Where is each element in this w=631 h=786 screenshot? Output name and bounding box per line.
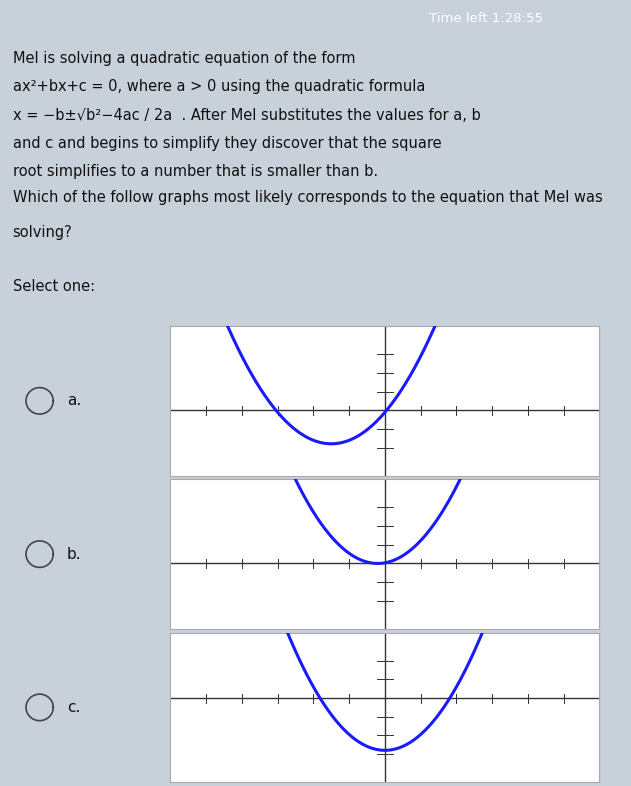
Text: Which of the follow graphs most likely corresponds to the equation that Mel was: Which of the follow graphs most likely c… [13,190,603,205]
Text: x = −b±√b²−4ac / 2a  . After Mel substitutes the values for a, b: x = −b±√b²−4ac / 2a . After Mel substitu… [13,108,480,123]
Text: and c and begins to simplify they discover that the square: and c and begins to simplify they discov… [13,136,441,151]
Text: Select one:: Select one: [13,279,95,294]
Text: c.: c. [67,700,80,715]
Text: solving?: solving? [13,225,73,240]
Text: root simplifies to a number that is smaller than b.: root simplifies to a number that is smal… [13,164,378,179]
Text: ax²+bx+c = 0, where a > 0 using the quadratic formula: ax²+bx+c = 0, where a > 0 using the quad… [13,79,425,94]
Text: Time left 1:28:55: Time left 1:28:55 [429,13,543,25]
Text: Mel is solving a quadratic equation of the form: Mel is solving a quadratic equation of t… [13,51,355,66]
Text: a.: a. [67,393,81,409]
Text: b.: b. [67,546,81,562]
